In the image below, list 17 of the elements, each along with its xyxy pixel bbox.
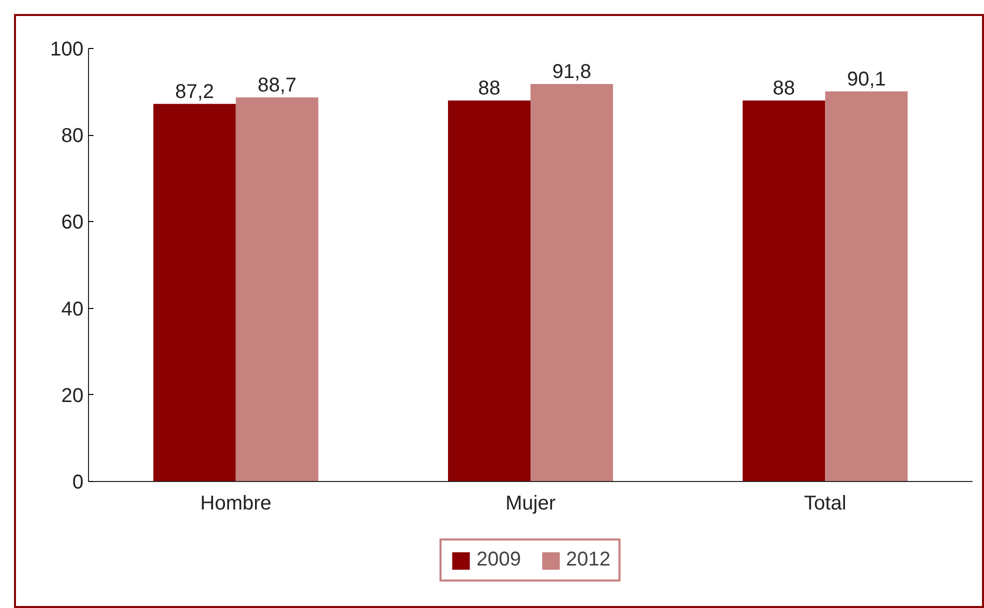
data-label: 88,7 [258, 74, 297, 96]
y-tick-label: 40 [61, 298, 84, 320]
data-label: 90,1 [846, 68, 886, 90]
y-tick-label: 80 [61, 125, 84, 148]
y-tick-label: 0 [72, 472, 84, 494]
x-tick-label: Hombre [200, 492, 272, 514]
data-label: 91,8 [552, 61, 592, 84]
data-label: 88 [772, 77, 796, 100]
x-tick-label: Mujer [505, 492, 556, 514]
y-tick-label: 100 [50, 38, 84, 60]
y-tick-label: 20 [61, 384, 84, 407]
y-tick-label: 60 [61, 212, 84, 234]
legend-label: 2012 [566, 548, 610, 572]
data-label: 87,2 [175, 80, 214, 103]
data-label: 88 [478, 77, 500, 100]
x-tick-label: Total [804, 492, 846, 514]
legend-label: 2009 [476, 548, 521, 572]
